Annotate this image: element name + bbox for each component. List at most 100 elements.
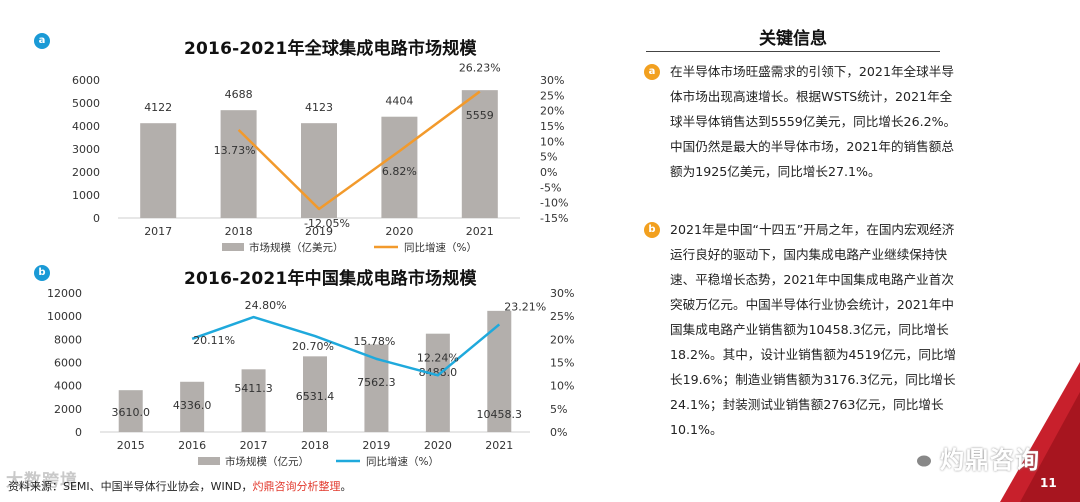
chart-b-category-label: 2020: [424, 439, 452, 452]
chart-a-title: 2016-2021年全球集成电路市场规模: [184, 39, 477, 59]
chart-b-right-tick: 5%: [550, 403, 567, 416]
chart-b-category-label: 2019: [362, 439, 390, 452]
chart-a-right-tick: 25%: [540, 89, 564, 102]
chart-a-growth-label: 13.73%: [214, 144, 256, 157]
chart-b-growth-label: 12.24%: [417, 351, 459, 364]
chart-b-bar-label: 5411.3: [234, 382, 273, 395]
chart-b-growth-line: [191, 315, 501, 377]
chart-a-left-tick: 4000: [72, 120, 100, 133]
chart-a-right-tick: 0%: [540, 166, 557, 179]
chart-b-bar-label: 6531.4: [296, 390, 335, 403]
chart-b-right-tick: 15%: [550, 357, 574, 370]
chart-a-bar-label: 5559: [466, 109, 494, 122]
page-number: 11: [1040, 476, 1057, 490]
wechat-icon: [905, 446, 933, 468]
chart-b-bar-label: 3610.0: [111, 406, 150, 419]
chart-b-category-label: 2021: [485, 439, 513, 452]
chart-b-left-tick: 4000: [54, 380, 82, 393]
chart-a-category-label: 2018: [225, 225, 253, 238]
chart-b-right-tick: 0%: [550, 426, 567, 439]
chart-b-bar: [118, 390, 143, 432]
key-info-badge-a: a: [644, 64, 660, 80]
chart-b-china-ic-market: 0 2000 4000 6000 8000 10000 12000 0% 5% 10% 15% 20%…: [47, 287, 574, 468]
chart-a-legend-line-label: 同比增速（%）: [404, 241, 477, 254]
chart-a-left-tick: 5000: [72, 97, 100, 110]
chart-a-category-label: 2021: [466, 225, 494, 238]
chart-a-badge: a: [34, 33, 50, 49]
chart-b-left-tick: 6000: [54, 357, 82, 370]
chart-b-left-tick: 12000: [47, 287, 82, 300]
chart-b-right-tick: 10%: [550, 380, 574, 393]
chart-b-bar-label: 10458.3: [477, 408, 523, 421]
source-highlight: 灼鼎咨询分析整理: [252, 480, 341, 493]
chart-b-bar-label: 4336.0: [173, 399, 212, 412]
chart-a-right-tick: 20%: [540, 105, 564, 118]
chart-b-bar: [303, 356, 327, 432]
key-info-title: 关键信息: [759, 29, 827, 49]
corner-decoration: [1000, 362, 1080, 502]
chart-b-bar-label: 7562.3: [357, 376, 396, 389]
chart-b-category-label: 2016: [178, 439, 206, 452]
chart-a-left-tick: 1000: [72, 189, 100, 202]
chart-a-right-tick: 10%: [540, 135, 564, 148]
chart-b-right-tick: 20%: [550, 333, 574, 346]
chart-b-category-label: 2017: [240, 439, 268, 452]
brand-logo: 灼鼎咨询: [904, 440, 1040, 475]
brand-name: 灼鼎咨询: [940, 446, 1040, 474]
chart-a-bar-label: 4404: [385, 95, 413, 108]
chart-a-growth-label: 26.23%: [459, 62, 501, 75]
key-info-divider: [646, 51, 940, 52]
chart-a-right-tick: -5%: [540, 181, 561, 194]
chart-a-bar-label: 4123: [305, 101, 333, 114]
chart-a-growth-label: 6.82%: [382, 165, 417, 178]
chart-a-bar: [461, 90, 498, 218]
chart-a-global-ic-market: 0 1000 2000 3000 4000 5000 6000 -15% -10% -5% 0% 5%…: [72, 62, 568, 254]
chart-a-right-tick: 30%: [540, 74, 564, 87]
chart-b-title: 2016-2021年中国集成电路市场规模: [184, 269, 477, 289]
chart-a-category-label: 2017: [144, 225, 172, 238]
source-suffix: 。: [340, 480, 352, 493]
chart-a-bar: [140, 123, 177, 218]
chart-b-left-tick: 2000: [54, 403, 82, 416]
source-prefix: 资料来源：SEMI、中国半导体行业协会，WIND，: [8, 480, 253, 493]
chart-b-legend-bar-label: 市场规模（亿元）: [225, 455, 309, 468]
chart-b-right-tick: 30%: [550, 287, 574, 300]
chart-b-left-tick: 10000: [47, 310, 82, 323]
chart-a-growth-label: -12.05%: [304, 217, 350, 230]
chart-a-bar: [381, 116, 418, 218]
watermark-text: 大数跨境: [6, 471, 78, 491]
chart-a-growth-line: [237, 90, 481, 211]
chart-a-category-label: 2020: [385, 225, 413, 238]
chart-a-right-tick: 15%: [540, 120, 564, 133]
chart-a-left-tick: 3000: [72, 143, 100, 156]
chart-a-left-tick: 2000: [72, 166, 100, 179]
chart-b-left-tick: 0: [75, 426, 82, 439]
chart-b-growth-label: 20.70%: [292, 340, 334, 353]
chart-a-legend-bar-label: 市场规模（亿美元）: [249, 241, 344, 254]
chart-a-right-tick: -10%: [540, 197, 568, 210]
chart-a-bar-label: 4688: [225, 88, 253, 101]
chart-a-bar: [220, 110, 257, 218]
chart-b-category-label: 2018: [301, 439, 329, 452]
chart-b-growth-label: 24.80%: [245, 299, 287, 312]
chart-a-bar-label: 4122: [144, 101, 172, 114]
chart-b-legend-line-label: 同比增速（%）: [366, 455, 439, 468]
chart-b-badge: b: [34, 265, 50, 281]
chart-b-growth-label: 20.11%: [193, 334, 235, 347]
chart-a-category-label: 2019: [305, 225, 333, 238]
chart-b-legend-bar-swatch: [198, 457, 220, 465]
chart-a-left-tick: 6000: [72, 74, 100, 87]
data-source: 资料来源：SEMI、中国半导体行业协会，WIND，灼鼎咨询分析整理。: [8, 478, 352, 494]
chart-b-bar-label: 8488.0: [419, 366, 458, 379]
chart-b-bar: [180, 381, 205, 432]
key-info-badge-b: b: [644, 222, 660, 238]
chart-b-left-tick: 8000: [54, 333, 82, 346]
chart-a-bar: [301, 123, 337, 218]
chart-b-growth-label: 23.21%: [504, 300, 546, 313]
chart-a-legend-bar-swatch: [222, 243, 244, 251]
chart-b-right-tick: 25%: [550, 310, 574, 323]
key-info-paragraph-b: 2021年是中国“十四五”开局之年，在国内宏观经济运行良好的驱动下，国内集成电路…: [670, 222, 957, 437]
key-info-paragraph-a: 在半导体市场旺盛需求的引领下，2021年全球半导体市场出现高速增长。根据WSTS…: [670, 64, 957, 179]
chart-b-growth-label: 15.78%: [353, 335, 395, 348]
chart-a-left-tick: 0: [93, 212, 100, 225]
